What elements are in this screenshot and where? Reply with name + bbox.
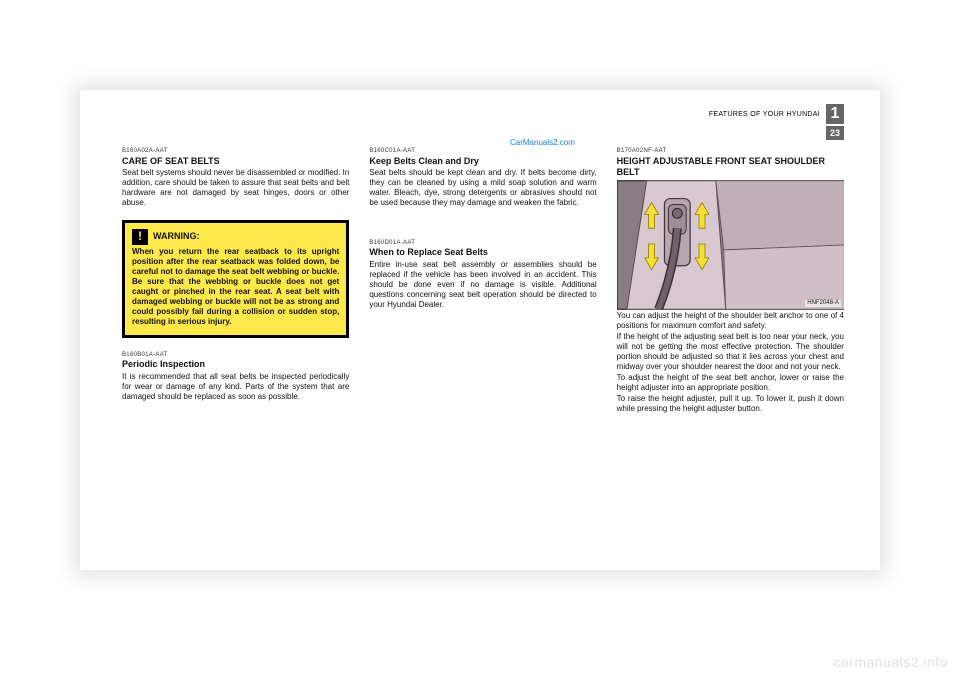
watermark: carmanuals2.info xyxy=(833,654,948,670)
section-code: B160B01A-AAT xyxy=(122,352,349,360)
warning-box: ! WARNING: When you return the rear seat… xyxy=(122,220,349,338)
illustration-code: HNF2048-A xyxy=(805,300,841,308)
warning-title: WARNING: xyxy=(153,231,200,242)
warning-header: ! WARNING: xyxy=(132,229,339,245)
section-code: B160C01A-AAT xyxy=(369,148,596,156)
section-body: To raise the height adjuster, pull it up… xyxy=(617,394,844,414)
section-title: When to Replace Seat Belts xyxy=(369,247,596,258)
section-body: To adjust the height of the seat belt an… xyxy=(617,373,844,393)
warning-body: When you return the rear seatback to its… xyxy=(132,247,339,327)
section-code: B160A02A-AAT xyxy=(122,148,349,156)
section-code: B170A02NF-AAT xyxy=(617,148,844,156)
chapter-number: 1 xyxy=(826,104,844,124)
manual-page: FEATURES OF YOUR HYUNDAI 1 23 CarManuals… xyxy=(80,90,880,570)
section-body: Entire in-use seat belt assembly or asse… xyxy=(369,260,596,310)
section-body: Seat belts should be kept clean and dry.… xyxy=(369,168,596,208)
section-title: CARE OF SEAT BELTS xyxy=(122,156,349,167)
section: B160D01A-AAT When to Replace Seat Belts … xyxy=(369,240,596,310)
content-columns: B160A02A-AAT CARE OF SEAT BELTS Seat bel… xyxy=(122,148,844,558)
section: B160B01A-AAT Periodic Inspection It is r… xyxy=(122,352,349,402)
section-body: You can adjust the height of the shoulde… xyxy=(617,311,844,331)
section-code: B160D01A-AAT xyxy=(369,240,596,248)
column-2: B160C01A-AAT Keep Belts Clean and Dry Se… xyxy=(369,148,596,558)
page-number: 23 xyxy=(826,126,844,140)
section-title: Periodic Inspection xyxy=(122,359,349,370)
column-1: B160A02A-AAT CARE OF SEAT BELTS Seat bel… xyxy=(122,148,349,558)
shoulder-belt-diagram: HNF2048-A xyxy=(617,180,844,310)
column-3: B170A02NF-AAT HEIGHT ADJUSTABLE FRONT SE… xyxy=(617,148,844,558)
section-body: It is recommended that all seat belts be… xyxy=(122,372,349,402)
belt-adjuster-illustration xyxy=(617,180,844,310)
warning-icon: ! xyxy=(132,229,148,245)
section-body: Seat belt systems should never be disass… xyxy=(122,168,349,208)
section-body: If the height of the adjusting seat belt… xyxy=(617,332,844,372)
header-text: FEATURES OF YOUR HYUNDAI xyxy=(709,111,820,118)
source-link[interactable]: CarManuals2.com xyxy=(510,138,575,147)
section-title: Keep Belts Clean and Dry xyxy=(369,156,596,167)
section-title: HEIGHT ADJUSTABLE FRONT SEAT SHOULDER BE… xyxy=(617,156,844,179)
page-header: FEATURES OF YOUR HYUNDAI 1 xyxy=(709,104,844,124)
